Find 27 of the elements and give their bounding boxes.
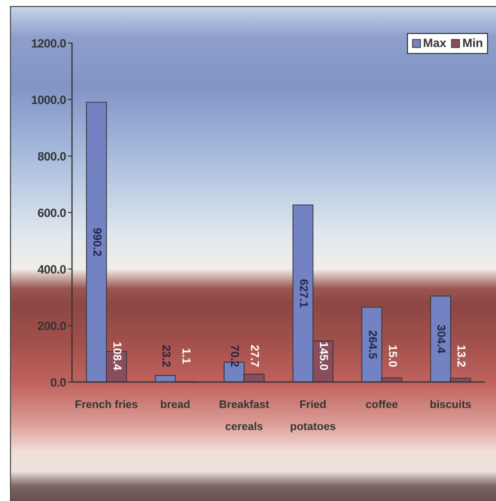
y-tick-label: 800.0 <box>37 149 67 164</box>
data-label: 1.1 <box>179 348 192 365</box>
x-tick-label: Breakfast cereals <box>219 399 270 433</box>
data-label: 27.7 <box>248 344 260 368</box>
y-tick-label: 1200.0 <box>31 36 67 50</box>
data-label: 13.2 <box>454 344 467 368</box>
x-tick-label: Fried potatoes <box>290 399 336 433</box>
data-label: 145.0 <box>316 342 329 370</box>
y-tick-label: 600.0 <box>37 206 67 220</box>
data-label: 264.5 <box>366 330 378 360</box>
legend-label: Min <box>462 35 483 52</box>
y-tick-label: 1000.0 <box>31 92 67 107</box>
data-label: 23.2 <box>159 344 172 368</box>
x-tick-label: French fries <box>74 399 138 411</box>
x-tick-label: coffee <box>366 399 398 411</box>
x-tick-label: bread <box>160 399 190 411</box>
legend-label: Max <box>422 35 446 52</box>
data-label: 70.2 <box>228 344 240 368</box>
data-label: 15.0 <box>386 344 398 368</box>
data-label: 627.1 <box>296 279 309 308</box>
x-tick-label: biscuits <box>430 399 472 411</box>
y-tick-label: 200.0 <box>37 318 67 333</box>
data-label: 990.2 <box>90 228 102 257</box>
data-label: 108.4 <box>110 342 122 371</box>
data-label: 304.4 <box>434 324 447 354</box>
y-tick-label: 400.0 <box>37 262 67 276</box>
y-tick-label: 0.0 <box>50 375 67 390</box>
